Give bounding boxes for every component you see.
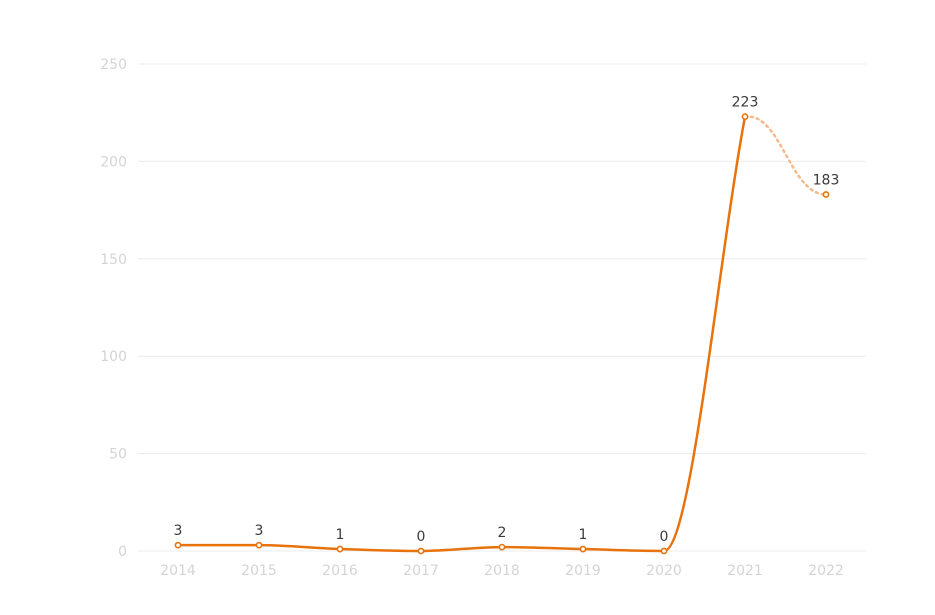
x-tick-label-2014: 2014 [160, 563, 196, 579]
y-tick-label-200: 200 [100, 154, 127, 170]
data-point-2022 [822, 191, 830, 198]
data-point-2015 [255, 541, 263, 549]
data-point-2021 [741, 113, 749, 120]
y-tick-label-250: 250 [100, 57, 127, 73]
x-tick-label-2019: 2019 [565, 563, 601, 579]
data-label-2017: 0 [417, 529, 426, 545]
y-tick-label-100: 100 [100, 349, 127, 365]
data-label-2021: 223 [732, 95, 759, 111]
series-line-solid [176, 115, 747, 553]
data-labels: 3 3 1 0 2 1 0 223 183 [174, 95, 840, 545]
data-point-2020 [660, 547, 668, 555]
series-lines [176, 115, 828, 553]
x-tick-label-2021: 2021 [727, 563, 763, 579]
x-tick-label-2020: 2020 [646, 563, 682, 579]
x-tick-label-2018: 2018 [484, 563, 520, 579]
data-label-2020: 0 [660, 529, 669, 545]
y-tick-label-150: 150 [100, 252, 127, 268]
data-label-2019: 1 [579, 527, 588, 543]
data-label-2016: 1 [336, 527, 345, 543]
x-tick-label-2015: 2015 [241, 563, 277, 579]
data-point-2019 [579, 545, 587, 553]
data-label-2015: 3 [255, 523, 264, 539]
series-line-projected [743, 115, 828, 196]
data-point-2017 [417, 547, 425, 555]
x-tick-label-2022: 2022 [808, 563, 844, 579]
y-tick-label-0: 0 [118, 544, 127, 560]
grid [138, 63, 866, 552]
data-label-2014: 3 [174, 523, 183, 539]
x-tick-label-2017: 2017 [403, 563, 439, 579]
x-tick-label-2016: 2016 [322, 563, 358, 579]
series-points [174, 113, 830, 555]
data-label-2018: 2 [498, 525, 507, 541]
y-axis-ticks: 0 50 100 150 200 250 [100, 57, 127, 560]
data-point-2018 [498, 543, 506, 551]
y-tick-label-50: 50 [109, 447, 127, 463]
data-point-2014 [174, 541, 182, 549]
data-point-2016 [336, 545, 344, 553]
x-axis-ticks: 2014 2015 2016 2017 2018 2019 2020 2021 2022 [160, 563, 844, 579]
data-label-2022: 183 [813, 173, 840, 189]
